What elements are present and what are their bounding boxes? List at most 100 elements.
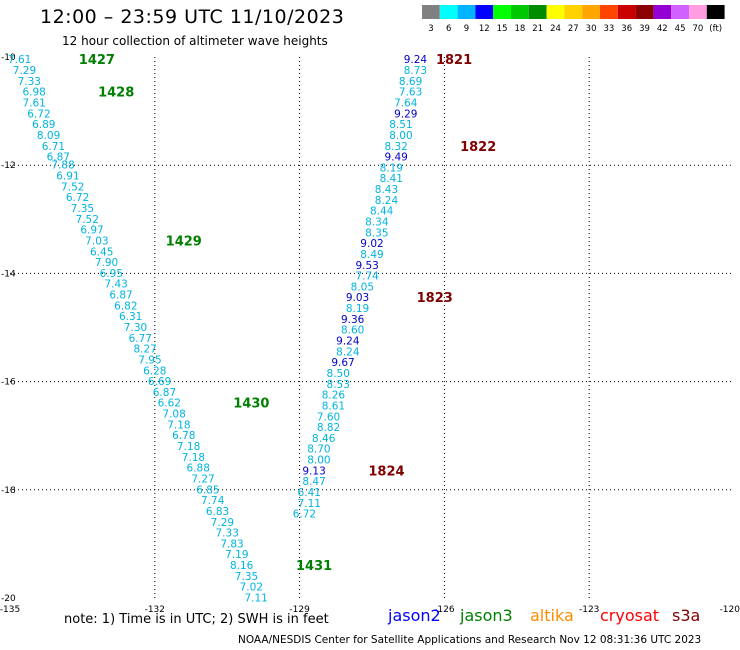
wave-height-value: 6.69 [148, 376, 171, 388]
legend-label: 45 [675, 24, 686, 34]
wave-height-value: 8.32 [384, 141, 407, 153]
x-tick-label: -132 [145, 605, 165, 615]
wave-height-value: 8.19 [380, 162, 403, 174]
wave-height-value: 9.02 [360, 238, 383, 250]
legend-label: 70 [692, 24, 703, 34]
wave-height-value: 8.05 [351, 281, 374, 293]
wave-height-value: 7.95 [138, 354, 161, 366]
wave-height-value: 7.74 [355, 271, 379, 283]
wave-height-value: 8.60 [341, 325, 364, 337]
wave-height-value: 9.36 [341, 314, 365, 326]
wave-height-value: 6.85 [196, 484, 219, 496]
wave-height-value: 6.87 [47, 152, 70, 164]
wave-height-value: 6.82 [114, 300, 137, 312]
wave-height-value: 8.41 [380, 173, 403, 185]
wave-height-value: 7.61 [8, 54, 31, 66]
wave-height-value: 7.11 [244, 593, 267, 605]
wave-height-value: 7.60 [317, 411, 340, 423]
wave-height-value: 9.29 [394, 108, 417, 120]
wave-height-value: 7.18 [177, 441, 200, 453]
wave-height-value: 7.43 [104, 279, 127, 291]
legend-label: 18 [514, 24, 525, 34]
wave-height-value: 7.29 [13, 65, 36, 77]
wave-height-value: 6.41 [298, 487, 321, 499]
wave-height-value: 6.87 [109, 290, 132, 302]
pass-time-label: 1427 [79, 53, 115, 68]
pass-time-label: 1430 [233, 397, 269, 412]
pass-time-label: 1821 [436, 53, 472, 68]
legend-cryosat: cryosat [600, 606, 660, 625]
legend-label: 9 [464, 24, 469, 34]
wave-height-value: 7.90 [95, 257, 118, 269]
y-tick-label: -20 [1, 594, 16, 604]
pass-time-label: 1429 [166, 234, 202, 249]
color-scale-legend: 3 6 9 12 15 18 21 24 27 30 33 36 39 42 45 70 (ft) [422, 5, 725, 34]
wave-height-value: 8.24 [375, 195, 399, 207]
chart-subtitle: 12 hour collection of altimeter wave hei… [62, 34, 328, 48]
legend-swatch [511, 5, 529, 19]
wave-height-value: 7.03 [85, 235, 108, 247]
wave-height-values: 7.617.297.336.987.616.726.898.096.716.87… [8, 54, 427, 604]
legend-label: (ft) [709, 24, 722, 34]
wave-height-value: 7.64 [394, 97, 418, 109]
wave-height-value: 6.71 [42, 141, 65, 153]
wave-height-value: 8.19 [346, 303, 369, 315]
legend-label: 27 [568, 24, 579, 34]
legend-swatch [564, 5, 583, 19]
pass-time-label: 1823 [417, 291, 453, 306]
pass-time-label: 1824 [368, 464, 404, 479]
wave-height-value: 7.52 [76, 214, 99, 226]
wave-height-value: 8.47 [302, 476, 325, 488]
wave-height-value: 8.00 [307, 455, 330, 467]
time-labels: 1427 1428 1429 1430 1431 1821 1822 1823 1824 [79, 53, 496, 574]
wave-height-value: 6.88 [187, 463, 210, 475]
legend-swatch [671, 5, 689, 19]
wave-height-value: 6.62 [158, 398, 181, 410]
wave-height-value: 7.27 [191, 473, 214, 485]
legend-altika: altika [530, 606, 574, 625]
legend-swatch [528, 5, 547, 19]
legend-swatch [635, 5, 654, 19]
wave-height-value: 8.35 [365, 227, 388, 239]
wave-height-value: 8.49 [360, 249, 383, 261]
wave-height-value: 6.28 [143, 365, 166, 377]
wave-height-value: 6.72 [293, 509, 316, 521]
wave-height-value: 6.72 [66, 192, 89, 204]
wave-height-value: 7.52 [61, 181, 84, 193]
axis-tick-labels: -135 -132 -129 -126 -123 -120 -10 -12 -14 -16 -18 -… [0, 53, 740, 615]
plot-grid [10, 57, 734, 598]
legend-swatch [600, 5, 618, 19]
wave-height-value: 6.97 [80, 225, 103, 237]
legend-swatch [582, 5, 600, 19]
x-tick-label: -135 [0, 605, 20, 615]
legend-label: 24 [550, 24, 561, 34]
wave-height-value: 7.35 [235, 571, 258, 583]
legend-swatch [653, 5, 672, 19]
wave-height-value: 8.44 [370, 206, 394, 218]
wave-height-value: 6.83 [206, 506, 229, 518]
wave-height-value: 6.72 [27, 108, 50, 120]
wave-height-value: 8.46 [312, 433, 336, 445]
pass-time-label: 1428 [98, 86, 134, 101]
wave-height-value: 8.27 [133, 344, 156, 356]
legend-swatch [439, 5, 458, 19]
y-tick-label: -14 [1, 269, 16, 279]
wave-height-value: 7.88 [51, 160, 74, 172]
legend-label: 15 [497, 24, 508, 34]
x-tick-label: -129 [289, 605, 310, 615]
x-tick-label: -126 [434, 605, 455, 615]
wave-height-value: 7.30 [124, 322, 147, 334]
wave-height-value: 8.61 [322, 400, 345, 412]
legend-label: 3 [428, 24, 433, 34]
wave-height-value: 8.69 [399, 76, 422, 88]
wave-height-value: 6.77 [129, 333, 152, 345]
wave-height-value: 6.91 [56, 171, 79, 183]
wave-height-value: 6.78 [172, 430, 195, 442]
y-tick-label: -10 [1, 53, 16, 63]
wave-height-value: 7.63 [399, 87, 422, 99]
wave-height-value: 7.19 [225, 549, 248, 561]
wave-height-value: 9.24 [404, 54, 428, 66]
legend-swatch [457, 5, 476, 19]
wave-height-value: 8.53 [327, 379, 350, 391]
